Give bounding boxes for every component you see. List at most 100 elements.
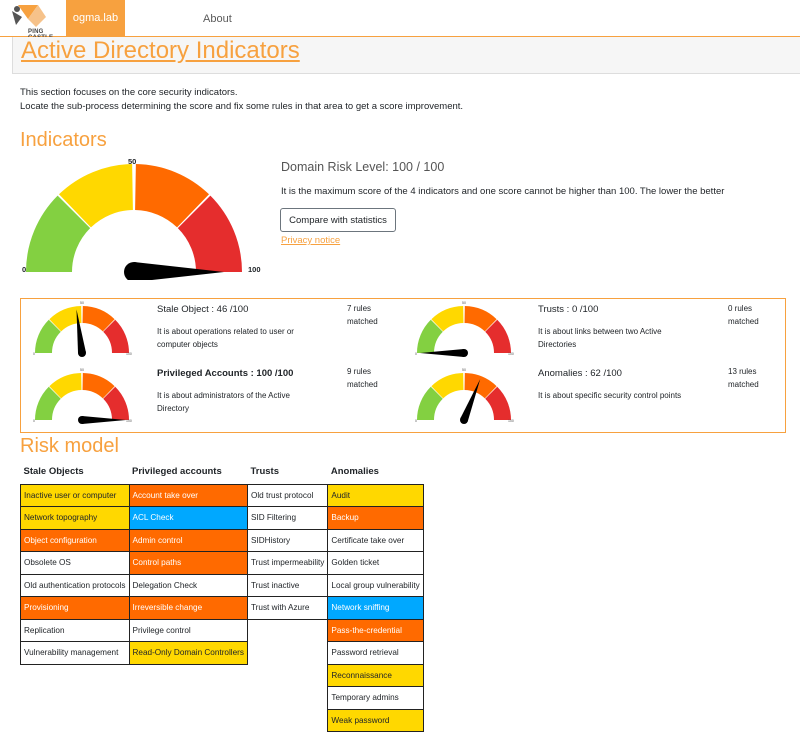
risk-model-column-2: Trusts — [250, 466, 279, 478]
risk-rule-cell[interactable]: SIDHistory — [246, 528, 329, 552]
risk-rule-cell[interactable]: Old trust protocol — [246, 483, 329, 507]
stale-gauge-mid-tick: 50 — [80, 301, 84, 305]
risk-model-row: Provisioning Irreversible change Trust wit… — [20, 596, 424, 620]
risk-model-row: Network topography ACL Check SID Filtering… — [20, 506, 424, 530]
privileged-accounts-title[interactable]: Privileged Accounts : 100 /100 — [157, 368, 294, 379]
risk-model-row: Reconnaissance — [21, 663, 424, 687]
privileged-accounts-gauge — [35, 373, 129, 424]
privileged-accounts-description: It is about administrators of the Active… — [157, 391, 290, 413]
gauge-band-orange — [464, 373, 497, 399]
trusts-description: It is about links between two Active Dir… — [538, 327, 662, 349]
risk-model-row: Replication Privilege control Pass-the-cre… — [20, 618, 424, 642]
tab-domain[interactable]: ogma.lab — [66, 0, 125, 37]
anomalies-gauge — [417, 373, 511, 424]
risk-rule-cell[interactable]: Pass-the-credential — [327, 618, 424, 642]
risk-rule-cell[interactable]: Golden ticket — [327, 551, 424, 575]
risk-rule-cell[interactable]: Privilege control — [128, 618, 248, 642]
risk-rule-cell[interactable]: Local group vulnerability — [327, 573, 424, 597]
risk-rule-cell[interactable]: Temporary admins — [327, 686, 424, 710]
anomalies-gauge-max-tick: 100 — [508, 419, 514, 423]
gauge-band-green — [417, 319, 443, 353]
risk-model-row: Object configuration Admin control SIDHist… — [20, 528, 424, 552]
risk-rule-cell[interactable]: Weak password — [327, 708, 424, 732]
page-title[interactable]: Active Directory Indicators — [21, 37, 300, 64]
risk-rule-cell[interactable]: Vulnerability management — [20, 641, 130, 665]
risk-model-heading: Risk model — [20, 435, 119, 457]
gauge-band-yellow — [58, 164, 133, 228]
risk-rule-cell[interactable]: Trust inactive — [246, 573, 329, 597]
risk-empty-cell — [247, 687, 327, 710]
gauge-band-red — [103, 319, 129, 353]
main-risk-gauge — [26, 164, 242, 280]
risk-rule-cell[interactable]: Password retrieval — [327, 641, 424, 665]
ping-castle-logo[interactable]: PING CASTLE — [8, 3, 64, 41]
risk-rule-cell[interactable]: Old authentication protocols — [20, 573, 130, 597]
risk-empty-cell — [129, 709, 247, 732]
risk-model-column-1: Privileged accounts — [132, 466, 222, 478]
gauge-needle-hub — [460, 349, 468, 357]
gauge-band-green — [26, 195, 91, 272]
risk-rule-cell[interactable]: Replication — [20, 618, 130, 642]
risk-rule-cell[interactable]: Provisioning — [20, 596, 130, 620]
gauge-band-yellow — [49, 373, 82, 399]
risk-rule-cell[interactable]: ACL Check — [128, 506, 248, 530]
risk-rule-cell[interactable]: Network topography — [20, 506, 130, 530]
stale-object-title[interactable]: Stale Object : 46 /100 — [157, 304, 249, 315]
anomalies-description: It is about specific security control po… — [538, 391, 682, 400]
risk-model-row: Old authentication protocols Delegation C… — [20, 573, 424, 597]
risk-rule-cell[interactable]: Irreversible change — [128, 596, 248, 620]
gauge-needle — [134, 262, 224, 280]
stale-gauge-min-tick: 0 — [33, 352, 35, 356]
navbar: PING CASTLE ogma.lab About — [0, 0, 800, 41]
risk-rule-cell[interactable]: Audit — [327, 483, 424, 507]
trusts-title[interactable]: Trusts : 0 /100 — [538, 304, 599, 315]
gauge-min-label: 0 — [22, 265, 27, 274]
intro-line-1: This section focuses on the core securit… — [20, 87, 238, 98]
risk-rule-cell[interactable]: Certificate take over — [327, 528, 424, 552]
risk-rule-cell[interactable]: Account take over — [128, 483, 248, 507]
privileged-gauge-max-tick: 100 — [126, 419, 132, 423]
risk-rule-cell[interactable]: Trust with Azure — [246, 596, 329, 620]
anomalies-gauge-mid-tick: 50 — [462, 368, 466, 372]
risk-rule-cell[interactable]: Obsolete OS — [20, 551, 130, 575]
risk-rule-cell[interactable]: Backup — [327, 506, 424, 530]
risk-model-header-row: Stale Objects Privileged accounts Trusts An… — [21, 463, 424, 484]
anomalies-rules-count: 13 rules matched — [728, 367, 759, 389]
gauge-band-red — [177, 195, 242, 272]
risk-model-row: Vulnerability management Read-Only Domain… — [20, 641, 424, 665]
gauge-needle-hub — [78, 416, 86, 424]
stale-object-gauge — [35, 306, 129, 357]
privacy-notice-link[interactable]: Privacy notice — [281, 235, 341, 246]
risk-model-table: Stale Objects Privileged accounts Trusts An… — [20, 463, 424, 732]
risk-rule-cell[interactable]: Control paths — [128, 551, 248, 575]
anomalies-title[interactable]: Anomalies : 62 /100 — [538, 368, 622, 379]
compare-with-statistics-button[interactable]: Compare with statistics — [280, 208, 396, 232]
gauge-needle — [76, 309, 86, 354]
risk-rule-cell[interactable]: Trust impermeability — [246, 551, 329, 575]
risk-rule-cell[interactable]: SID Filtering — [246, 506, 329, 530]
gauge-needle-hub — [460, 416, 468, 424]
gauge-needle-hub — [124, 262, 144, 280]
gauge-band-green — [35, 386, 61, 420]
risk-rule-cell[interactable]: Admin control — [128, 528, 248, 552]
page-header: Active Directory Indicators — [12, 37, 800, 74]
risk-rule-cell[interactable]: Object configuration — [20, 528, 130, 552]
sub-indicators-panel — [20, 298, 786, 433]
risk-rule-cell[interactable]: Delegation Check — [128, 573, 248, 597]
gauge-band-red — [485, 319, 511, 353]
risk-rule-cell[interactable]: Read-Only Domain Controllers — [128, 641, 248, 665]
anomalies-gauge-min-tick: 0 — [415, 419, 417, 423]
risk-rule-cell[interactable]: Network sniffing — [327, 596, 424, 620]
risk-rule-cell[interactable]: Reconnaissance — [327, 663, 424, 687]
gauge-band-orange — [82, 373, 115, 399]
gauge-needle-hub — [78, 349, 86, 357]
gauge-band-red — [103, 386, 129, 420]
domain-risk-level: Domain Risk Level: 100 / 100 — [281, 160, 445, 174]
risk-rule-cell[interactable]: Inactive user or computer — [20, 483, 130, 507]
indicators-heading: Indicators — [20, 129, 107, 151]
gauge-band-yellow — [431, 373, 464, 399]
privileged-accounts-rules-count: 9 rules matched — [347, 367, 378, 389]
tab-about[interactable]: About — [203, 13, 232, 25]
risk-empty-cell — [129, 687, 247, 710]
risk-level-description: It is the maximum score of the 4 indicat… — [281, 186, 725, 197]
